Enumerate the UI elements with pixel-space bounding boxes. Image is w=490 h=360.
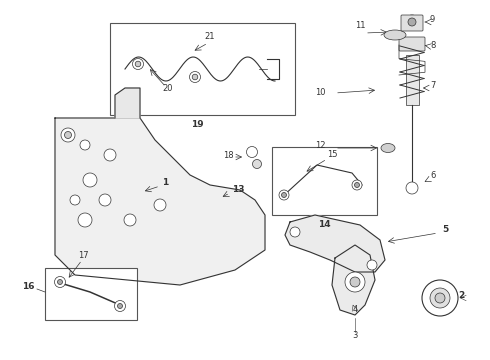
Text: 17: 17 bbox=[78, 251, 88, 260]
Polygon shape bbox=[332, 245, 375, 315]
Text: 9: 9 bbox=[430, 15, 435, 24]
Text: 5: 5 bbox=[442, 225, 448, 234]
Circle shape bbox=[54, 276, 66, 288]
Text: 18: 18 bbox=[222, 151, 233, 160]
Circle shape bbox=[192, 74, 198, 80]
Text: 10: 10 bbox=[315, 88, 325, 97]
FancyBboxPatch shape bbox=[401, 15, 423, 31]
Text: 1: 1 bbox=[162, 178, 168, 187]
Circle shape bbox=[118, 303, 122, 309]
Circle shape bbox=[115, 301, 125, 311]
Circle shape bbox=[154, 199, 166, 211]
Circle shape bbox=[99, 194, 111, 206]
Text: 8: 8 bbox=[430, 41, 436, 50]
Circle shape bbox=[405, 15, 419, 29]
Circle shape bbox=[135, 61, 141, 67]
Bar bbox=[110, 23, 295, 115]
Polygon shape bbox=[285, 215, 385, 272]
Circle shape bbox=[406, 182, 418, 194]
Circle shape bbox=[83, 173, 97, 187]
Circle shape bbox=[281, 193, 287, 198]
Text: 14: 14 bbox=[318, 220, 331, 229]
Ellipse shape bbox=[384, 30, 406, 40]
Text: 21: 21 bbox=[205, 32, 215, 41]
Circle shape bbox=[290, 227, 300, 237]
Text: 7: 7 bbox=[430, 81, 436, 90]
Text: 2: 2 bbox=[458, 291, 464, 300]
Circle shape bbox=[132, 59, 144, 69]
Bar bbox=[45, 268, 137, 320]
Text: 3: 3 bbox=[352, 331, 358, 340]
Circle shape bbox=[345, 272, 365, 292]
Circle shape bbox=[190, 72, 200, 82]
Circle shape bbox=[352, 180, 362, 190]
Text: 11: 11 bbox=[355, 21, 365, 30]
Circle shape bbox=[80, 140, 90, 150]
Text: 15: 15 bbox=[327, 150, 337, 159]
Circle shape bbox=[57, 279, 63, 284]
Text: 16: 16 bbox=[23, 282, 35, 291]
Text: 12: 12 bbox=[315, 141, 325, 150]
Circle shape bbox=[246, 147, 258, 158]
Polygon shape bbox=[55, 118, 265, 285]
Text: 19: 19 bbox=[191, 120, 204, 129]
Text: 20: 20 bbox=[163, 84, 173, 93]
Ellipse shape bbox=[381, 144, 395, 153]
Circle shape bbox=[367, 260, 377, 270]
Text: 6: 6 bbox=[430, 171, 436, 180]
Circle shape bbox=[104, 149, 116, 161]
Circle shape bbox=[252, 159, 262, 168]
Circle shape bbox=[354, 183, 360, 188]
Circle shape bbox=[61, 128, 75, 142]
Circle shape bbox=[124, 214, 136, 226]
Text: 4: 4 bbox=[352, 305, 358, 314]
Circle shape bbox=[408, 18, 416, 26]
Bar bbox=[272, 147, 377, 215]
Circle shape bbox=[430, 288, 450, 308]
Text: 13: 13 bbox=[232, 185, 245, 194]
Circle shape bbox=[78, 213, 92, 227]
Circle shape bbox=[422, 280, 458, 316]
FancyBboxPatch shape bbox=[399, 37, 425, 51]
Circle shape bbox=[435, 293, 445, 303]
Circle shape bbox=[350, 277, 360, 287]
Circle shape bbox=[70, 195, 80, 205]
Circle shape bbox=[65, 131, 72, 139]
Circle shape bbox=[279, 190, 289, 200]
Polygon shape bbox=[115, 88, 140, 118]
Bar bbox=[406, 55, 418, 105]
